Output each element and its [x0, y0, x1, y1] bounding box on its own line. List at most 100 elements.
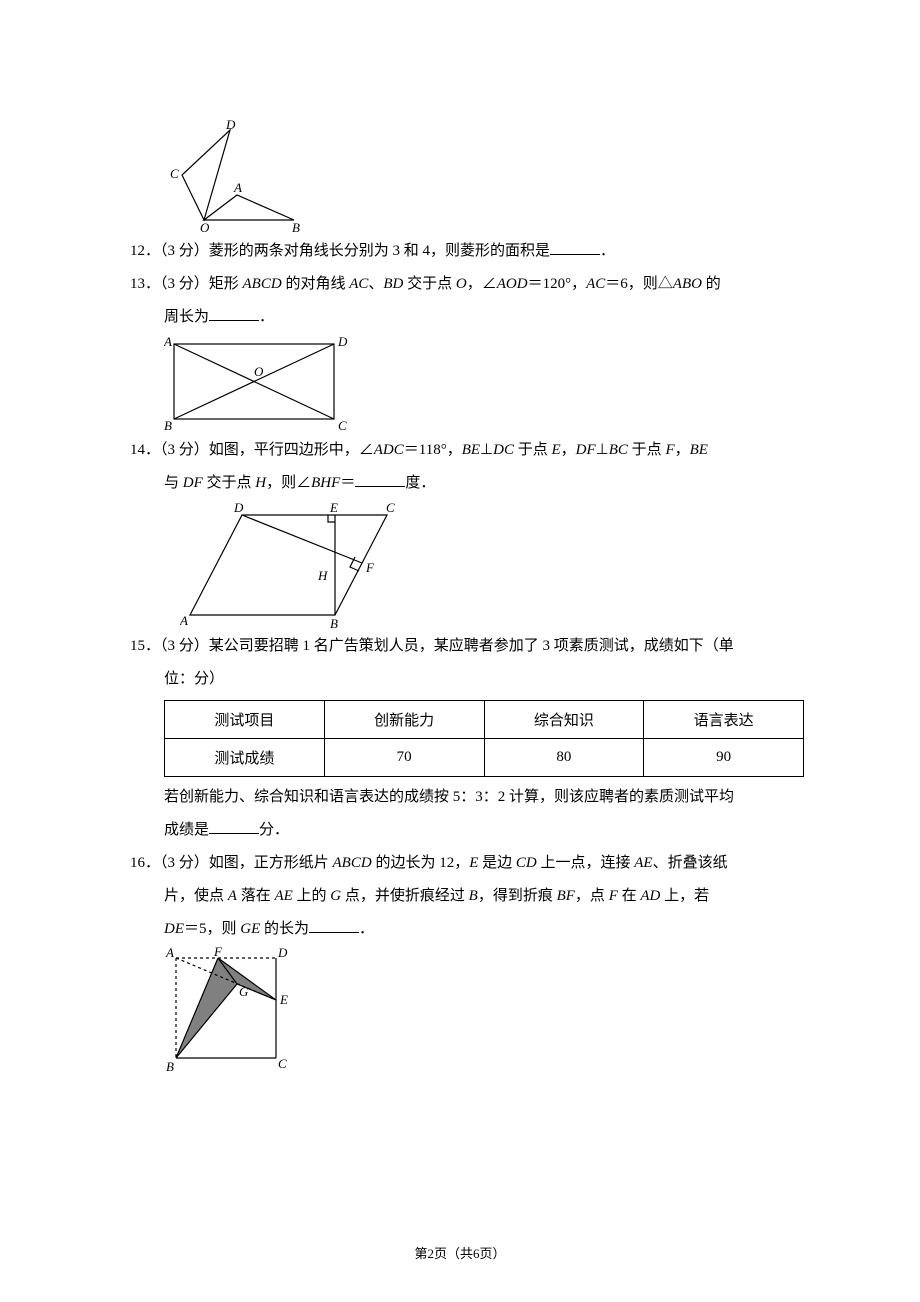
- q14-df: DF: [576, 442, 596, 458]
- q13-abcd: ABCD: [243, 276, 282, 292]
- td-1: 70: [324, 739, 484, 777]
- q13-b: 的对角线: [282, 276, 350, 292]
- th-1: 创新能力: [324, 701, 484, 739]
- q12-blank: [550, 240, 600, 255]
- q13-c: 、: [368, 276, 383, 292]
- q13-ac2: AC: [586, 276, 605, 292]
- q14-l2d: ＝: [340, 475, 355, 491]
- q14-blank: [355, 472, 405, 487]
- q14-figure: A B D C E F H: [130, 500, 790, 630]
- q15-table: 测试项目 创新能力 综合知识 语言表达 测试成绩 70 80 90: [164, 700, 804, 777]
- svg-text:B: B: [166, 1059, 174, 1074]
- q14-l2e: 度．: [405, 475, 435, 491]
- svg-text:D: D: [277, 946, 288, 960]
- q13-e: ，∠: [467, 276, 497, 292]
- svg-text:E: E: [279, 992, 288, 1007]
- svg-text:A: A: [233, 180, 242, 195]
- q16-b: 的边长为 12，: [372, 855, 470, 871]
- q16-line2: 片，使点 A 落在 AE 上的 G 点，并使折痕经过 B，得到折痕 BF，点 F…: [130, 880, 790, 913]
- q15-line4: 成绩是 分．: [130, 814, 790, 847]
- th-3: 语言表达: [644, 701, 804, 739]
- svg-text:E: E: [329, 500, 338, 515]
- q14-l2c: ，则∠: [266, 475, 311, 491]
- q13-line1: 13．（3 分）矩形 ABCD 的对角线 AC、BD 交于点 O，∠AOD＝12…: [130, 268, 790, 301]
- q15-line2: 位：分）: [130, 663, 790, 696]
- svg-text:A: A: [164, 334, 172, 349]
- q14-line2: 与 DF 交于点 H，则∠BHF＝度．: [130, 467, 790, 500]
- td-3: 90: [644, 739, 804, 777]
- q16-de: DE: [164, 921, 184, 937]
- q13-l2b: ．: [259, 309, 274, 325]
- q13-f: ＝120°，: [528, 276, 587, 292]
- table-row: 测试成绩 70 80 90: [165, 739, 804, 777]
- q16-l2c: 上的: [293, 888, 331, 904]
- q16-l3b: ＝5，则: [184, 921, 240, 937]
- q15-a: 15．（3 分）某公司要招聘 1 名广告策划人员，某应聘者参加了 3 项素质测试…: [130, 638, 734, 654]
- q16-blank: [309, 918, 359, 933]
- q14-l2a: 与: [164, 475, 183, 491]
- q13-h: 的: [702, 276, 721, 292]
- q13-aod: AOD: [497, 276, 528, 292]
- q16-l3d: ．: [359, 921, 374, 937]
- q16-l3c: 的长为: [260, 921, 309, 937]
- q14-fl: F: [665, 442, 674, 458]
- q16-ge: GE: [240, 921, 260, 937]
- q14-line1: 14．（3 分）如图，平行四边形中，∠ADC＝118°，BE⊥DC 于点 E，D…: [130, 434, 790, 467]
- svg-text:A: A: [165, 946, 174, 960]
- q16-line1: 16．（3 分）如图，正方形纸片 ABCD 的边长为 12，E 是边 CD 上一…: [130, 847, 790, 880]
- q16-l2d: 点，并使折痕经过: [341, 888, 469, 904]
- th-0: 测试项目: [165, 701, 325, 739]
- q15-l4b: 分．: [259, 822, 289, 838]
- svg-text:D: D: [233, 500, 244, 515]
- q13-blank: [209, 306, 259, 321]
- q14-a: 14．（3 分）如图，平行四边形中，∠: [130, 442, 374, 458]
- q16-bf: BF: [557, 888, 575, 904]
- q14-be2: BE: [690, 442, 708, 458]
- q12-text-b: ．: [600, 243, 615, 259]
- svg-text:B: B: [164, 418, 172, 433]
- q13-o: O: [456, 276, 467, 292]
- q15-line3: 若创新能力、综合知识和语言表达的成绩按 5：3：2 计算，则该应聘者的素质测试平…: [130, 781, 790, 814]
- q13-l2a: 周长为: [164, 309, 209, 325]
- footer-prefix: 第: [414, 1246, 427, 1261]
- q16-a: 16．（3 分）如图，正方形纸片: [130, 855, 333, 871]
- q16-ad: AD: [640, 888, 660, 904]
- svg-text:C: C: [386, 500, 395, 515]
- q15-line1: 15．（3 分）某公司要招聘 1 名广告策划人员，某应聘者参加了 3 项素质测试…: [130, 630, 790, 663]
- q16-l2b: 落在: [237, 888, 275, 904]
- q14-l2b: 交于点: [203, 475, 256, 491]
- q13-a: 13．（3 分）矩形: [130, 276, 243, 292]
- q14-g: 于点: [628, 442, 666, 458]
- q14-be: BE: [462, 442, 480, 458]
- q13-line2: 周长为 ．: [130, 301, 790, 334]
- q16-e: E: [469, 855, 478, 871]
- td-0: 测试成绩: [165, 739, 325, 777]
- q12-text-a: 12．（3 分）菱形的两条对角线长分别为 3 和 4，则菱形的面积是: [130, 243, 550, 259]
- svg-text:O: O: [200, 220, 210, 235]
- svg-text:F: F: [365, 560, 375, 575]
- q14-c: ⊥: [480, 442, 493, 458]
- q15-l4a: 成绩是: [164, 822, 209, 838]
- q16-abcd: ABCD: [333, 855, 372, 871]
- q14-e: E: [551, 442, 560, 458]
- q13-bd: BD: [383, 276, 403, 292]
- q16-ae2: AE: [274, 888, 292, 904]
- table-row: 测试项目 创新能力 综合知识 语言表达: [165, 701, 804, 739]
- q16-aa: A: [228, 888, 237, 904]
- q15-blank: [209, 819, 259, 834]
- q16-l2h: 上，若: [660, 888, 709, 904]
- q12-line: 12．（3 分）菱形的两条对角线长分别为 3 和 4，则菱形的面积是 ．: [130, 235, 790, 268]
- q15-l3: 若创新能力、综合知识和语言表达的成绩按 5：3：2 计算，则该应聘者的素质测试平…: [164, 789, 734, 805]
- q16-l2f: ，点: [575, 888, 609, 904]
- svg-text:H: H: [317, 568, 328, 583]
- q16-line3: DE＝5，则 GE 的长为 ．: [130, 913, 790, 946]
- q14-adc: ADC: [374, 442, 404, 458]
- q14-dc: DC: [493, 442, 514, 458]
- q13-ac: AC: [349, 276, 368, 292]
- svg-text:B: B: [292, 220, 300, 235]
- q14-bc: BC: [609, 442, 628, 458]
- q16-l2a: 片，使点: [164, 888, 228, 904]
- q13-abo: ABO: [673, 276, 702, 292]
- td-2: 80: [484, 739, 644, 777]
- q14-b: ＝118°，: [404, 442, 462, 458]
